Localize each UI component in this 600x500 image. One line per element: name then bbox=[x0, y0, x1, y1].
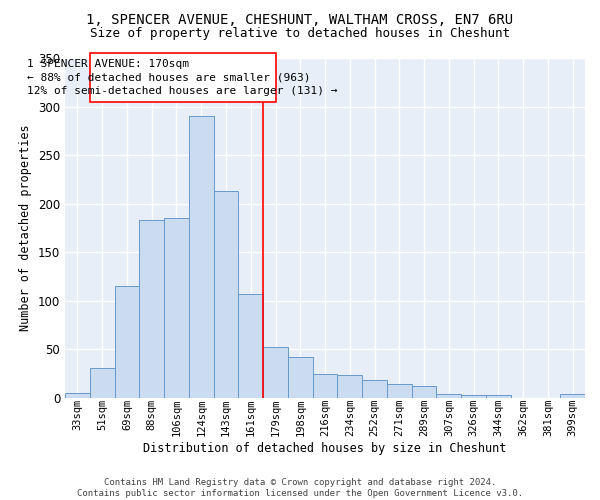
FancyBboxPatch shape bbox=[90, 53, 275, 102]
Bar bbox=[263, 347, 288, 398]
Bar bbox=[164, 218, 189, 398]
X-axis label: Distribution of detached houses by size in Cheshunt: Distribution of detached houses by size … bbox=[143, 442, 507, 455]
Bar bbox=[288, 357, 313, 398]
Bar bbox=[387, 384, 412, 398]
Bar bbox=[238, 294, 263, 398]
Text: 1, SPENCER AVENUE, CHESHUNT, WALTHAM CROSS, EN7 6RU: 1, SPENCER AVENUE, CHESHUNT, WALTHAM CRO… bbox=[86, 12, 514, 26]
Bar bbox=[560, 394, 585, 398]
Bar bbox=[139, 220, 164, 398]
Bar bbox=[486, 394, 511, 398]
Bar bbox=[412, 386, 436, 398]
Bar bbox=[362, 380, 387, 398]
Y-axis label: Number of detached properties: Number of detached properties bbox=[19, 124, 32, 331]
Bar bbox=[189, 116, 214, 398]
Text: 1 SPENCER AVENUE: 170sqm
← 88% of detached houses are smaller (963)
12% of semi-: 1 SPENCER AVENUE: 170sqm ← 88% of detach… bbox=[28, 59, 338, 96]
Bar bbox=[65, 392, 90, 398]
Bar bbox=[115, 286, 139, 398]
Bar bbox=[313, 374, 337, 398]
Text: Size of property relative to detached houses in Cheshunt: Size of property relative to detached ho… bbox=[90, 28, 510, 40]
Bar bbox=[461, 394, 486, 398]
Bar bbox=[90, 368, 115, 398]
Bar bbox=[436, 394, 461, 398]
Text: Contains HM Land Registry data © Crown copyright and database right 2024.
Contai: Contains HM Land Registry data © Crown c… bbox=[77, 478, 523, 498]
Bar bbox=[214, 191, 238, 398]
Bar bbox=[337, 375, 362, 398]
